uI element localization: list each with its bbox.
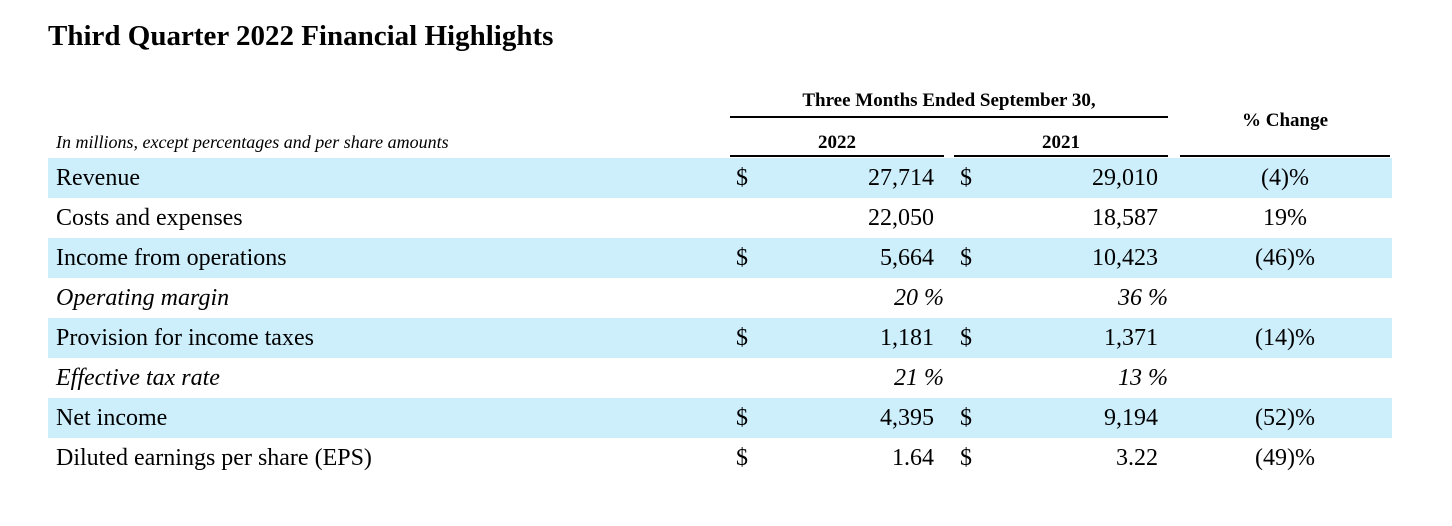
page-title: Third Quarter 2022 Financial Highlights <box>48 20 554 52</box>
dollar-sign-current: $ <box>736 165 748 191</box>
table-row: Net income $ 4,395 $ 9,194 (52)% <box>48 398 1392 438</box>
table-row: Revenue $ 27,714 $ 29,010 (4)% <box>48 158 1392 198</box>
dollar-sign-current: $ <box>736 325 748 351</box>
row-label: Diluted earnings per share (EPS) <box>56 445 372 471</box>
value-prior: 9,194 <box>1104 405 1158 431</box>
percent-change: (4)% <box>1261 165 1309 191</box>
value-current: 20 % <box>894 285 944 311</box>
value-prior: 1,371 <box>1104 325 1158 351</box>
value-current: 4,395 <box>880 405 934 431</box>
value-current: 5,664 <box>880 245 934 271</box>
year-current-rule <box>730 155 944 157</box>
table-row: Operating margin 20 % 36 % <box>48 278 1392 318</box>
value-current: 1,181 <box>880 325 934 351</box>
period-group-rule <box>730 116 1168 118</box>
percent-change: (52)% <box>1255 405 1315 431</box>
period-group-header: Three Months Ended September 30, <box>802 90 1096 111</box>
row-label: Effective tax rate <box>56 365 220 391</box>
value-current: 27,714 <box>868 165 934 191</box>
table-row: Effective tax rate 21 % 13 % <box>48 358 1392 398</box>
dollar-sign-prior: $ <box>960 165 972 191</box>
value-current: 21 % <box>894 365 944 391</box>
table-row: Income from operations $ 5,664 $ 10,423 … <box>48 238 1392 278</box>
row-label: Costs and expenses <box>56 205 243 231</box>
year-prior-header: 2021 <box>1042 132 1080 153</box>
percent-change: (46)% <box>1255 245 1315 271</box>
dollar-sign-current: $ <box>736 245 748 271</box>
value-prior: 18,587 <box>1092 205 1158 231</box>
percent-change: 19% <box>1263 205 1307 231</box>
dollar-sign-prior: $ <box>960 325 972 351</box>
value-prior: 29,010 <box>1092 165 1158 191</box>
percent-change: (14)% <box>1255 325 1315 351</box>
table-row: Diluted earnings per share (EPS) $ 1.64 … <box>48 438 1392 478</box>
value-prior: 36 % <box>1118 285 1168 311</box>
year-prior-rule <box>954 155 1168 157</box>
value-prior: 10,423 <box>1092 245 1158 271</box>
dollar-sign-prior: $ <box>960 245 972 271</box>
change-header: % Change <box>1241 110 1329 131</box>
value-prior: 13 % <box>1118 365 1168 391</box>
dollar-sign-current: $ <box>736 445 748 471</box>
dollar-sign-prior: $ <box>960 445 972 471</box>
row-label: Operating margin <box>56 285 230 311</box>
year-current-header: 2022 <box>818 132 856 153</box>
dollar-sign-current: $ <box>736 405 748 431</box>
table-row: Provision for income taxes $ 1,181 $ 1,3… <box>48 318 1392 358</box>
row-label: Provision for income taxes <box>56 325 314 351</box>
row-label: Income from operations <box>56 245 287 271</box>
table-row: Costs and expenses 22,050 18,587 19% <box>48 198 1392 238</box>
percent-change: (49)% <box>1255 445 1315 471</box>
value-current: 1.64 <box>892 445 934 471</box>
value-current: 22,050 <box>868 205 934 231</box>
row-label: Net income <box>56 405 168 431</box>
dollar-sign-prior: $ <box>960 405 972 431</box>
row-label: Revenue <box>56 165 140 191</box>
change-rule <box>1180 155 1390 157</box>
value-prior: 3.22 <box>1116 445 1158 471</box>
units-note: In millions, except percentages and per … <box>56 132 449 152</box>
